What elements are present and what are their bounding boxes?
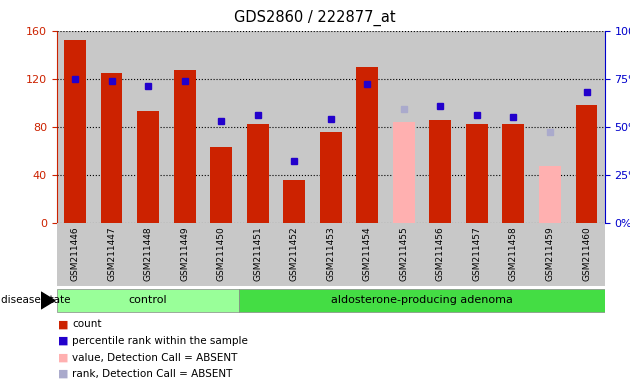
Bar [57,289,239,312]
Bar [57,31,93,223]
Bar [247,124,268,223]
Bar [312,31,349,223]
Bar [166,223,203,286]
Bar [576,105,597,223]
Text: value, Detection Call = ABSENT: value, Detection Call = ABSENT [72,353,238,362]
Bar [422,31,459,223]
Bar [239,289,605,312]
Text: GSM211448: GSM211448 [144,226,152,281]
Bar [495,223,532,286]
Bar [459,31,495,223]
Text: control: control [129,295,168,306]
Bar [393,122,415,223]
Bar [101,73,122,223]
Bar [349,223,386,286]
Text: GSM211447: GSM211447 [107,226,116,281]
Bar [320,131,341,223]
Bar [422,223,459,286]
Bar [57,223,93,286]
Bar [210,147,232,223]
Bar [137,111,159,223]
Text: GSM211450: GSM211450 [217,226,226,281]
Text: GSM211454: GSM211454 [363,226,372,281]
Bar [568,31,605,223]
Bar [532,223,568,286]
Text: ■: ■ [58,369,68,379]
Bar [386,31,422,223]
Text: rank, Detection Call = ABSENT: rank, Detection Call = ABSENT [72,369,233,379]
Text: GSM211449: GSM211449 [180,226,189,281]
Bar [64,40,86,223]
Text: GSM211452: GSM211452 [290,226,299,281]
Text: ■: ■ [58,319,68,329]
Bar [357,67,378,223]
Text: GSM211459: GSM211459 [546,226,554,281]
Bar [430,119,451,223]
Text: GSM211455: GSM211455 [399,226,408,281]
Bar [284,180,305,223]
Text: GSM211460: GSM211460 [582,226,591,281]
Bar [203,223,239,286]
Bar [459,223,495,286]
Bar [568,223,605,286]
Text: percentile rank within the sample: percentile rank within the sample [72,336,248,346]
Text: GSM211456: GSM211456 [436,226,445,281]
Bar [130,31,166,223]
Text: GSM211457: GSM211457 [472,226,481,281]
Bar [386,223,422,286]
Text: count: count [72,319,102,329]
Bar [276,31,312,223]
Text: GSM211458: GSM211458 [509,226,518,281]
Bar [93,223,130,286]
Text: GSM211446: GSM211446 [71,226,79,281]
Bar [166,31,203,223]
Bar [539,166,561,223]
Polygon shape [41,292,55,309]
Bar [503,124,524,223]
Bar [130,223,166,286]
Bar [466,124,488,223]
Text: ■: ■ [58,353,68,362]
Bar [495,31,532,223]
Bar [203,31,239,223]
Bar [276,223,312,286]
Bar [93,31,130,223]
Bar [349,31,386,223]
Text: disease state: disease state [1,295,70,306]
Text: GSM211453: GSM211453 [326,226,335,281]
Bar [532,31,568,223]
Text: GSM211451: GSM211451 [253,226,262,281]
Text: GDS2860 / 222877_at: GDS2860 / 222877_at [234,10,396,26]
Text: ■: ■ [58,336,68,346]
Bar [239,31,276,223]
Bar [312,223,349,286]
Bar [174,70,195,223]
Text: aldosterone-producing adenoma: aldosterone-producing adenoma [331,295,513,306]
Bar [239,223,276,286]
